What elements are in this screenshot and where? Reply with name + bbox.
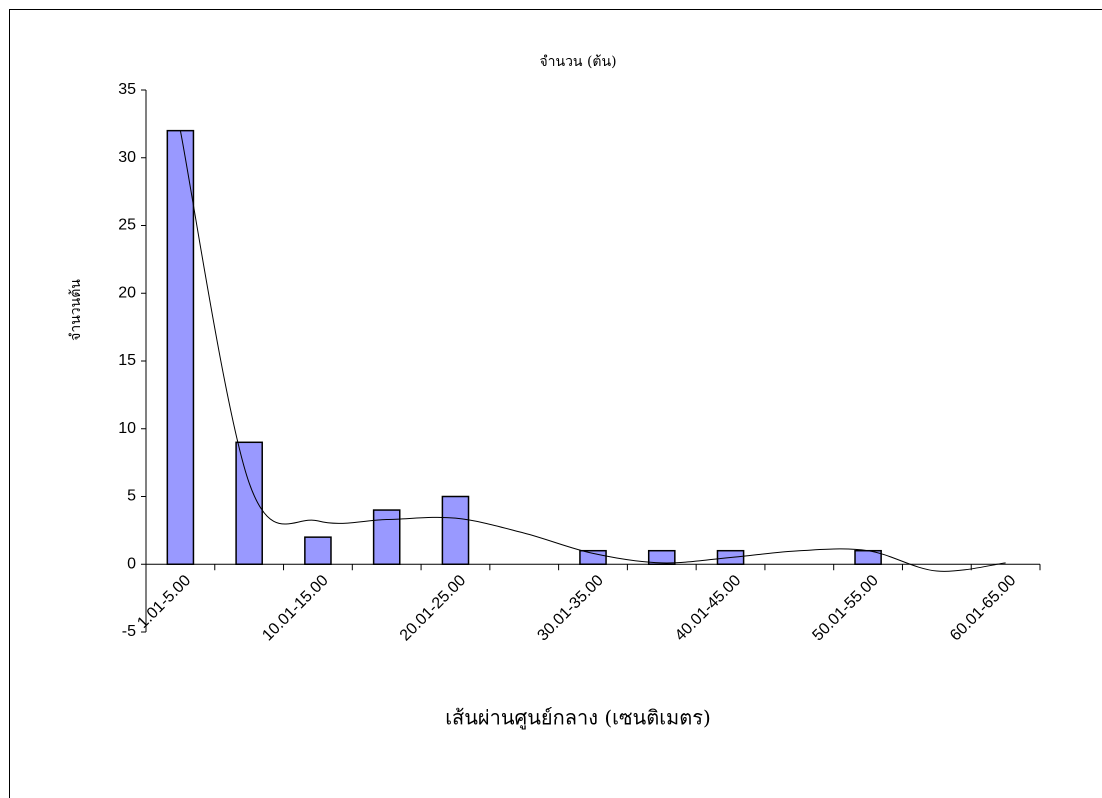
y-tick-label: 0: [127, 555, 136, 572]
y-tick-label: -5: [122, 623, 136, 640]
y-tick-label: 30: [118, 149, 136, 166]
bar: [167, 131, 193, 565]
chart: จำนวน (ต้น) เส้นผ่านศูนย์กลาง (เซนติเมตร…: [0, 0, 1102, 798]
y-tick-label: 15: [118, 352, 136, 369]
y-tick-label: 10: [118, 420, 136, 437]
y-tick-label: 35: [118, 81, 136, 98]
y-tick-label: 25: [118, 217, 136, 234]
bar: [442, 497, 468, 565]
chart-title: จำนวน (ต้น): [539, 54, 616, 70]
bar: [580, 551, 606, 565]
x-axis-label: เส้นผ่านศูนย์กลาง (เซนติเมตร): [445, 706, 711, 731]
y-axis-label: จำนวนต้น: [68, 279, 84, 341]
y-tick-label: 20: [118, 284, 136, 301]
bar: [374, 510, 400, 564]
y-tick-label: 5: [127, 488, 136, 505]
bar: [305, 537, 331, 564]
